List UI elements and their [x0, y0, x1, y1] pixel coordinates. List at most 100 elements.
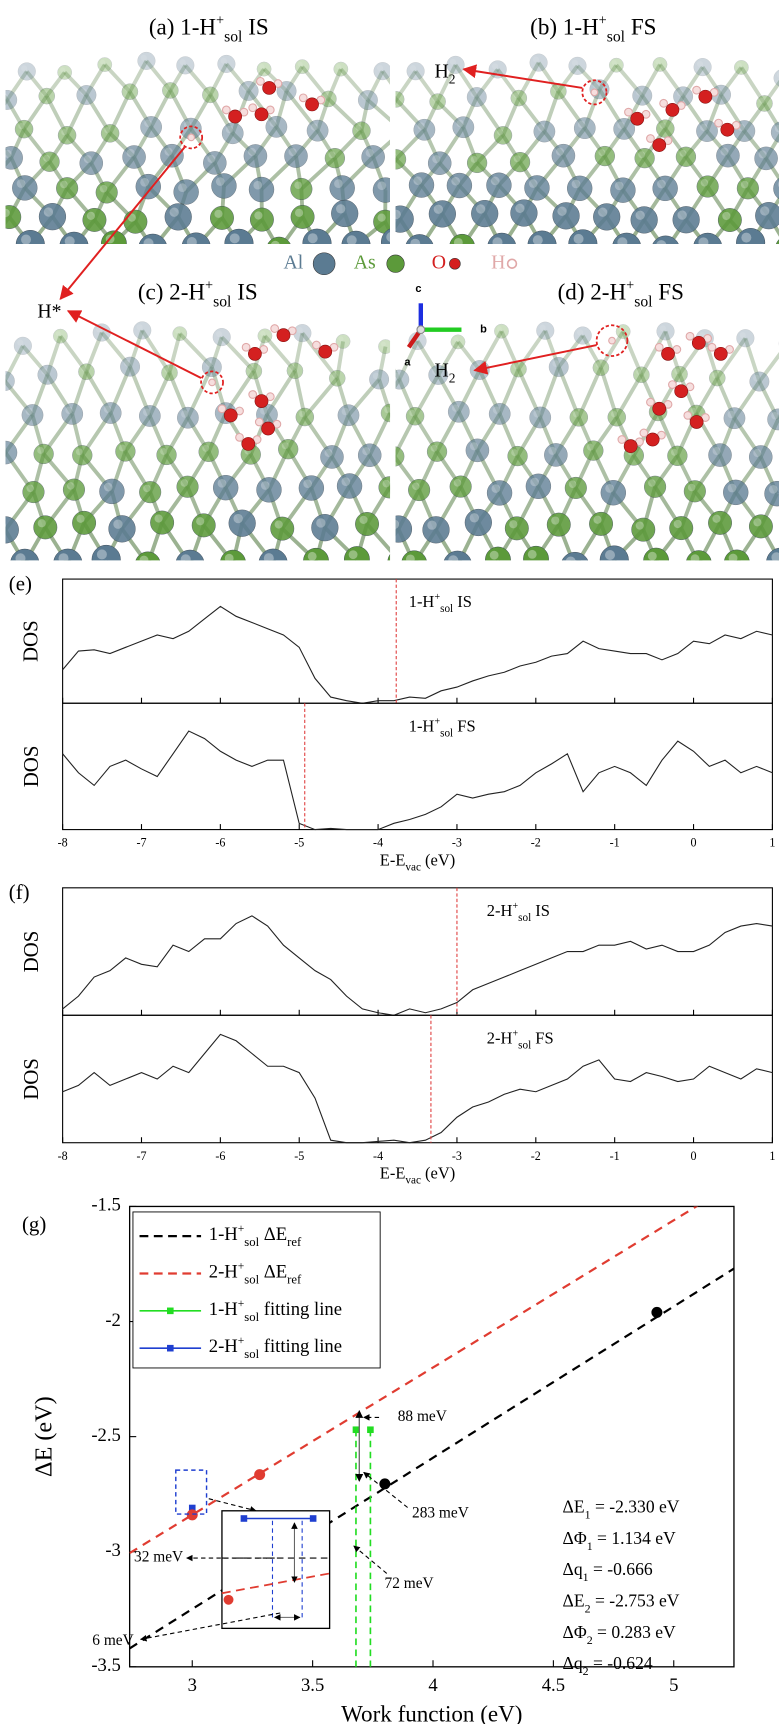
atom [380, 403, 391, 423]
label-part: sol [518, 912, 531, 924]
bond [436, 340, 460, 376]
atom [561, 551, 589, 561]
atom [449, 233, 475, 244]
atom [387, 554, 391, 561]
hydrogen [248, 390, 258, 399]
y-axis-label: DOS [19, 620, 43, 662]
atom-highlight [103, 405, 112, 414]
legend-label: Al [283, 251, 303, 273]
y-axis-label: DOS [19, 931, 43, 973]
bond [128, 329, 145, 368]
atom [286, 362, 304, 380]
atom-highlight [712, 372, 718, 379]
bond [5, 446, 8, 453]
atom [708, 369, 726, 387]
oxygen [276, 328, 291, 343]
label-part: 1-H [409, 592, 435, 611]
x-tick-label: -8 [58, 836, 68, 850]
bond [100, 331, 132, 368]
atom-highlight [269, 119, 277, 127]
atom-highlight [41, 367, 48, 375]
oxygen [691, 335, 706, 350]
atom-highlight [260, 407, 268, 415]
label-part: ΔΦ [563, 1622, 587, 1642]
bond [576, 64, 601, 91]
atom-highlight [593, 515, 602, 524]
label-part: sol [244, 1347, 259, 1361]
atom-highlight [677, 210, 687, 220]
atom [669, 516, 694, 541]
atom-highlight [604, 550, 615, 561]
atom [447, 400, 470, 423]
arrow [363, 1471, 408, 1508]
atom [724, 549, 750, 561]
hydrogen [646, 134, 655, 143]
atom-highlight [61, 128, 68, 136]
atom [82, 207, 107, 232]
atom [140, 116, 162, 138]
atom [135, 551, 160, 561]
atom-highlight [253, 180, 263, 190]
atom-highlight [527, 549, 537, 559]
atom-highlight [55, 331, 61, 337]
atom [369, 369, 390, 390]
y-tick-label: -3 [105, 1540, 121, 1561]
atom-highlight [289, 365, 296, 371]
atom [138, 233, 167, 244]
atom [510, 89, 528, 107]
atom [352, 121, 371, 140]
atom-highlight [217, 478, 227, 488]
atom [671, 365, 688, 383]
atom [471, 200, 499, 228]
atom-highlight [469, 513, 480, 523]
annotation: H2 [434, 359, 455, 385]
label-part: sol [213, 294, 232, 311]
atom-highlight [727, 410, 735, 419]
label-part: 2 [587, 1633, 593, 1647]
atom [320, 445, 344, 469]
atom-highlight [513, 363, 519, 370]
atom-highlight [648, 479, 656, 487]
atom [5, 89, 18, 110]
atom [378, 476, 391, 499]
atom [357, 90, 378, 111]
atom-highlight [242, 84, 250, 91]
atom [488, 403, 511, 425]
atom-highlight [586, 443, 594, 451]
label-part: + [238, 1297, 245, 1310]
atom [256, 477, 282, 503]
atom [405, 407, 425, 426]
bond [300, 65, 330, 101]
bond [335, 341, 345, 379]
atom-highlight [25, 407, 34, 416]
atom [258, 548, 288, 561]
atom [630, 206, 658, 234]
atom-highlight [720, 147, 729, 156]
atom-highlight [553, 85, 559, 92]
label-part: FS [453, 716, 475, 735]
atom [675, 146, 697, 167]
label-part: sol [244, 1272, 259, 1286]
atom [529, 53, 548, 72]
atom-highlight [469, 442, 478, 451]
panel-letter: (f) [9, 880, 30, 904]
oxygen [261, 421, 275, 436]
atom [551, 143, 576, 168]
atom [464, 508, 492, 537]
arrow [208, 1498, 257, 1513]
atom-highlight [392, 553, 401, 562]
oxygen [713, 346, 728, 361]
atom-highlight [396, 123, 403, 130]
atom-slab [395, 53, 779, 244]
hydrogen [248, 103, 258, 113]
atom-highlight [365, 148, 374, 157]
label-part: fitting line [259, 1299, 342, 1320]
label-part: sol [440, 603, 453, 615]
atom [53, 328, 68, 344]
atom [267, 236, 291, 244]
atom-highlight [113, 519, 123, 529]
atom-highlight [679, 149, 687, 157]
atom [161, 364, 178, 382]
panel-label: 2-H+sol IS [487, 901, 550, 924]
result-text: ΔΦ2 = 0.283 eV [563, 1622, 676, 1647]
